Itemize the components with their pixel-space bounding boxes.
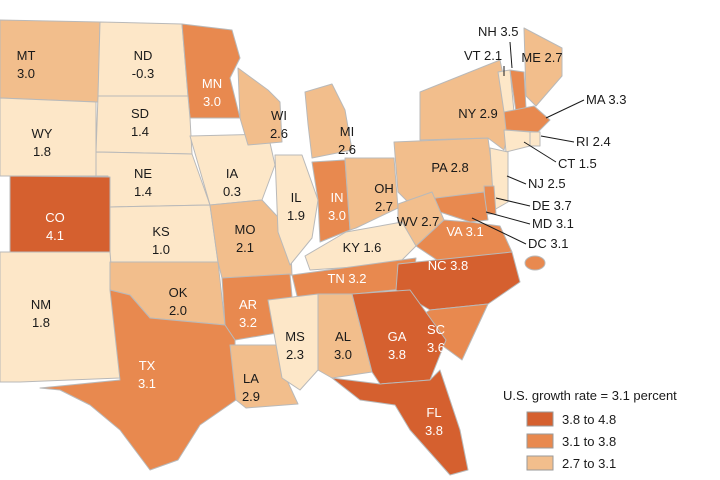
state-label-mo: MO 2.1 [235, 222, 256, 255]
callout-label-ct: CT 1.5 [558, 156, 597, 171]
callout-label-ma: MA 3.3 [586, 92, 626, 107]
state-label-ia: IA 0.3 [223, 166, 241, 199]
callout-label-nj: NJ 2.5 [528, 176, 566, 191]
state-ky [304, 221, 417, 271]
legend: U.S. growth rate = 3.1 percent 3.8 to 4.… [503, 388, 677, 471]
leader-line-ri [540, 135, 575, 143]
callout-label-md: MD 3.1 [532, 216, 574, 231]
state-label-ks: KS 1.0 [152, 224, 170, 257]
state-label-mi: MI 2.6 [338, 124, 356, 157]
state-ma [503, 105, 551, 133]
state-label-al: AL 3.0 [334, 329, 352, 362]
legend-swatch-2 [526, 433, 554, 449]
state-il [274, 154, 319, 266]
state-label-fl: FL 3.8 [425, 405, 443, 438]
legend-swatch-1 [526, 411, 554, 427]
callout-label-nh: NH 3.5 [478, 24, 518, 39]
legend-label-2: 3.1 to 3.8 [562, 434, 616, 449]
state-label-tx: TX 3.1 [138, 358, 156, 391]
state-label-il: IL 1.9 [287, 190, 305, 223]
state-ne [95, 151, 211, 208]
state-label-ar: AR 3.2 [239, 297, 257, 330]
legend-title: U.S. growth rate = 3.1 percent [503, 388, 677, 403]
state-label-ms: MS 2.3 [285, 329, 305, 362]
state-in [311, 159, 351, 243]
callouts-layer: NH 3.5 VT 2.1 MA 3.3 RI 2.4 CT 1.5 NJ 2.5 DE 3… [464, 24, 626, 251]
state-ny [419, 59, 513, 151]
state-wi [237, 67, 283, 146]
state-label-oh: OH 2.7 [374, 181, 394, 214]
callout-label-ri: RI 2.4 [576, 134, 611, 149]
state-label-pa: PA 2.8 [431, 160, 468, 175]
state-label-ny: NY 2.9 [458, 106, 498, 121]
state-label-wv: WV 2.7 [397, 214, 440, 229]
leader-line-ct [523, 141, 557, 163]
legend-label-3: 2.7 to 3.1 [562, 456, 616, 471]
callout-label-de: DE 3.7 [532, 198, 572, 213]
state-label-sd: SD 1.4 [131, 106, 149, 139]
leader-line-nh [509, 41, 513, 69]
state-label-ok: OK 2.0 [169, 285, 188, 318]
state-label-va: VA 3.1 [446, 224, 483, 239]
state-label-ne: NE 1.4 [134, 166, 152, 199]
state-label-mn: MN 3.0 [202, 76, 222, 109]
state-mt [0, 19, 101, 103]
coastal-marker [524, 255, 546, 271]
state-label-ky: KY 1.6 [343, 240, 382, 255]
state-ri [529, 131, 541, 147]
state-label-tn: TN 3.2 [327, 271, 366, 286]
leader-line-ma [545, 99, 585, 119]
state-label-in: IN 3.0 [328, 190, 346, 223]
state-me [523, 27, 563, 107]
state-label-mt: MT 3.0 [17, 48, 36, 81]
leader-line-dc [471, 217, 527, 245]
state-nm [0, 251, 121, 383]
state-label-nd: ND -0.3 [132, 48, 154, 81]
state-label-me: ME 2.7 [521, 50, 562, 65]
state-label-wy: WY 1.8 [32, 126, 53, 159]
state-al [317, 293, 373, 379]
state-label-nm: NM 1.8 [31, 297, 51, 330]
leader-line-nj [506, 175, 527, 185]
labels-layer: MT 3.0 ND -0.3 MN 3.0 SD 1.4 WY 1.8 NE 1.4 IA 0.3 WI 2.… [17, 48, 563, 438]
callout-label-dc: DC 3.1 [528, 236, 568, 251]
leader-line-md [485, 211, 531, 225]
legend-label-1: 3.8 to 4.8 [562, 412, 616, 427]
state-label-la: LA 2.9 [242, 371, 260, 404]
legend-swatch-3 [526, 455, 554, 471]
state-mi [304, 83, 353, 159]
states-layer [0, 19, 563, 476]
leader-line-de [495, 197, 531, 207]
state-ct [503, 129, 531, 153]
state-oh [344, 157, 399, 231]
state-label-co: CO 4.1 [45, 210, 65, 243]
callout-label-vt: VT 2.1 [464, 48, 502, 63]
state-label-wi: WI 2.6 [270, 108, 288, 141]
state-label-sc: SC 3.6 [427, 322, 445, 355]
state-tx [39, 289, 237, 471]
state-fl [331, 369, 469, 476]
state-label-nc: NC 3.8 [428, 258, 468, 273]
state-ms [267, 293, 319, 391]
state-label-ga: GA 3.8 [388, 329, 407, 362]
